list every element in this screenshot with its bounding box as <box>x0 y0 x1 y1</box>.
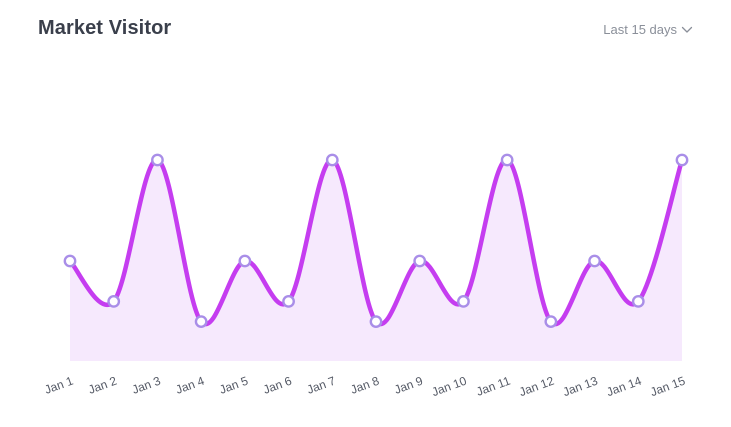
x-tick-label: Jan 5 <box>218 374 251 397</box>
data-point[interactable] <box>63 254 77 268</box>
data-point[interactable] <box>675 153 689 167</box>
date-range-label: Last 15 days <box>603 22 677 37</box>
x-tick-label: Jan 9 <box>392 374 425 397</box>
x-tick-label: Jan 4 <box>174 374 207 397</box>
data-point[interactable] <box>369 315 383 328</box>
x-tick-label: Jan 13 <box>561 374 600 400</box>
x-tick-label: Jan 7 <box>305 374 338 397</box>
x-tick-label: Jan 15 <box>648 374 687 400</box>
x-tick-label: Jan 8 <box>349 374 382 397</box>
date-range-dropdown[interactable]: Last 15 days <box>603 22 693 37</box>
data-point[interactable] <box>500 153 514 167</box>
points-layer <box>63 153 689 328</box>
x-tick-label: Jan 11 <box>474 374 512 399</box>
data-point[interactable] <box>325 153 339 167</box>
data-point[interactable] <box>457 294 470 308</box>
data-point[interactable] <box>631 294 645 308</box>
data-point[interactable] <box>282 294 295 308</box>
x-tick-label: Jan 1 <box>43 374 76 397</box>
chevron-down-icon <box>681 26 693 33</box>
data-point[interactable] <box>413 254 427 268</box>
data-point[interactable] <box>107 294 121 308</box>
x-axis-labels: Jan 1 Jan 2 Jan 3 Jan 4 Jan 5 Jan 6 Jan 7 Jan 8… <box>43 374 688 400</box>
data-point[interactable] <box>151 153 164 167</box>
data-point[interactable] <box>588 254 601 268</box>
x-tick-label: Jan 3 <box>130 374 163 397</box>
data-point[interactable] <box>544 315 558 328</box>
chart-title: Market Visitor <box>38 17 172 39</box>
x-tick-label: Jan 10 <box>430 374 469 400</box>
series-area <box>70 159 682 361</box>
x-tick-label: Jan 6 <box>261 374 294 397</box>
x-tick-label: Jan 14 <box>605 374 644 400</box>
x-tick-label: Jan 12 <box>517 374 556 400</box>
data-point[interactable] <box>194 315 208 328</box>
x-tick-label: Jan 2 <box>86 374 119 397</box>
data-point[interactable] <box>238 254 252 268</box>
area-layer <box>70 159 682 361</box>
